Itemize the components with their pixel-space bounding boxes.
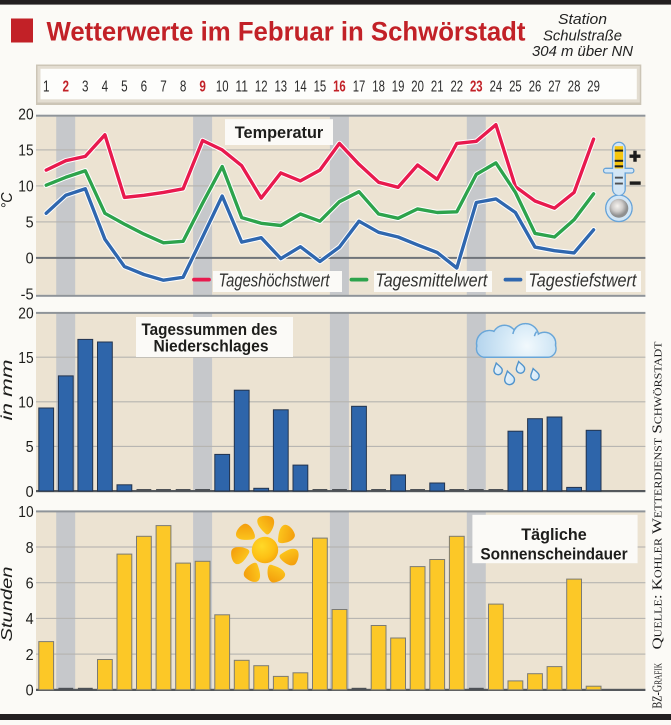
svg-text:10: 10: [18, 504, 33, 521]
svg-text:3: 3: [82, 79, 89, 96]
svg-text:14: 14: [294, 79, 307, 96]
svg-text:28: 28: [568, 79, 581, 96]
svg-text:Tagessummen des: Tagessummen des: [142, 320, 278, 339]
svg-text:25: 25: [509, 79, 522, 96]
svg-text:13: 13: [275, 79, 288, 96]
svg-text:2: 2: [26, 647, 34, 664]
svg-text:17: 17: [353, 79, 366, 96]
svg-text:15: 15: [18, 143, 33, 160]
svg-text:-5: -5: [21, 287, 34, 304]
svg-text:°C: °C: [0, 192, 16, 209]
svg-text:Wetterwerte im Februar in Schw: Wetterwerte im Februar in Schwörstadt: [47, 17, 526, 47]
svg-text:7: 7: [160, 79, 167, 96]
svg-text:4: 4: [26, 611, 34, 628]
svg-text:15: 15: [18, 350, 33, 367]
svg-text:29: 29: [587, 79, 600, 96]
svg-text:Tägliche: Tägliche: [521, 525, 586, 544]
svg-text:Tagesmittelwert: Tagesmittelwert: [375, 270, 488, 290]
svg-text:9: 9: [199, 79, 206, 96]
svg-text:Quelle: Kohler Wetterdienst Sc: Quelle: Kohler Wetterdienst Schwörstadt: [651, 342, 666, 650]
svg-text:6: 6: [26, 576, 34, 593]
svg-text:10: 10: [18, 179, 33, 196]
svg-text:Stunden: Stunden: [0, 567, 16, 642]
svg-text:1: 1: [43, 79, 50, 96]
svg-text:0: 0: [26, 683, 34, 700]
svg-text:10: 10: [18, 395, 33, 412]
svg-text:11: 11: [235, 79, 248, 96]
svg-text:6: 6: [141, 79, 148, 96]
svg-text:4: 4: [102, 79, 109, 96]
svg-text:5: 5: [26, 215, 34, 232]
svg-text:10: 10: [216, 79, 229, 96]
svg-text:Station: Station: [558, 12, 607, 28]
svg-text:Tageshöchstwert: Tageshöchstwert: [219, 270, 331, 290]
svg-text:26: 26: [529, 79, 542, 96]
svg-text:Schulstraße: Schulstraße: [543, 28, 622, 44]
svg-text:5: 5: [26, 439, 34, 456]
svg-text:16: 16: [333, 79, 346, 96]
svg-text:20: 20: [18, 107, 33, 124]
svg-text:Temperatur: Temperatur: [235, 123, 324, 142]
svg-text:20: 20: [18, 305, 33, 322]
svg-text:27: 27: [548, 79, 561, 96]
svg-text:19: 19: [392, 79, 405, 96]
svg-text:23: 23: [470, 79, 483, 96]
svg-text:21: 21: [431, 79, 444, 96]
svg-text:Niederschlages: Niederschlages: [154, 337, 269, 356]
svg-text:Tagestiefstwert: Tagestiefstwert: [528, 270, 637, 290]
svg-text:in mm: in mm: [0, 359, 16, 420]
svg-text:5: 5: [121, 79, 128, 96]
svg-text:20: 20: [411, 79, 424, 96]
svg-text:BZ-Grafik: BZ-Grafik: [651, 662, 666, 708]
svg-text:0: 0: [26, 251, 34, 268]
svg-text:24: 24: [490, 79, 503, 96]
svg-text:8: 8: [180, 79, 187, 96]
svg-text:22: 22: [451, 79, 464, 96]
svg-text:8: 8: [26, 540, 34, 557]
svg-text:2: 2: [63, 79, 70, 96]
svg-text:304 m über NN: 304 m über NN: [532, 44, 634, 60]
svg-text:15: 15: [314, 79, 327, 96]
svg-text:Sonnenscheindauer: Sonnenscheindauer: [480, 545, 628, 564]
svg-text:0: 0: [26, 484, 34, 501]
svg-text:18: 18: [372, 79, 385, 96]
svg-text:12: 12: [255, 79, 268, 96]
